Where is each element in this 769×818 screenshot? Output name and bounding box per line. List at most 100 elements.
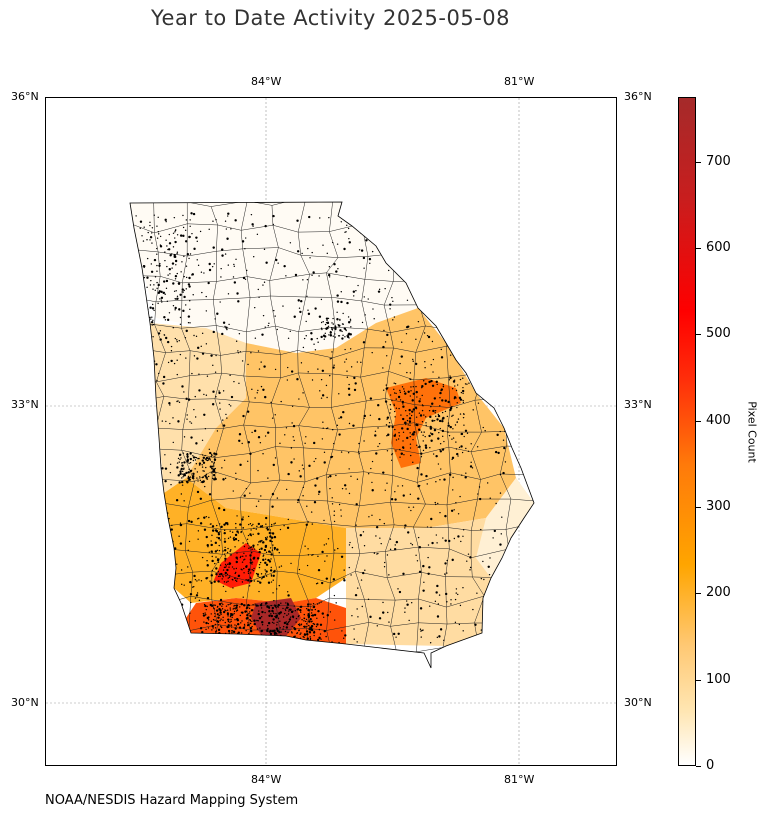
detection-point [224,546,226,549]
detection-point [185,276,188,279]
detection-point [402,572,405,576]
detection-point [382,601,384,604]
detection-point [303,613,306,616]
detection-point [213,452,216,455]
detection-point [171,253,173,255]
detection-point [310,511,313,513]
detection-point [143,226,145,228]
county-border [358,448,392,453]
detection-point [452,437,455,439]
detection-point [211,534,213,537]
detection-point [226,417,228,419]
detection-point [431,419,434,422]
detection-point [252,604,254,606]
detection-point [348,468,350,470]
detection-point [355,290,357,292]
detection-point [283,524,285,527]
detection-point [215,572,218,576]
detection-point [232,587,234,589]
map-panel[interactable] [45,97,617,766]
detection-point [441,448,445,451]
detection-point [409,424,411,426]
detection-point [150,263,153,265]
county-border [446,346,485,353]
detection-point [478,486,481,488]
county-border [130,526,154,532]
detection-point [222,419,224,421]
detection-point [311,620,313,622]
detection-point [258,550,261,554]
detection-point [244,278,247,280]
detection-point [387,611,389,614]
detection-point [489,401,493,405]
detection-point [194,578,197,581]
detection-point [265,551,268,554]
detection-point [428,434,431,438]
detection-point [465,447,467,450]
detection-point [227,624,230,627]
detection-point [131,307,134,309]
detection-point [278,566,281,568]
detection-point [294,635,296,637]
detection-point [210,543,213,547]
county-border [363,647,397,653]
detection-point [177,400,179,402]
county-border [130,404,135,430]
detection-point [334,549,336,551]
detection-point [217,624,220,626]
county-border [242,247,279,250]
detection-point [219,598,223,602]
detection-point [204,427,207,430]
detection-point [362,531,365,533]
detection-point [134,303,138,306]
detection-point [314,484,317,487]
detection-point [264,224,267,228]
county-border [391,448,422,455]
detection-point [207,459,210,461]
detection-point [408,420,412,423]
detection-point [181,583,183,586]
detection-point [406,603,409,606]
detection-point [418,546,422,549]
county-border [181,325,217,329]
detection-point [162,280,166,283]
detection-point [439,405,441,407]
county-border [211,497,241,501]
detection-point [409,395,412,397]
detection-point [226,609,229,611]
detection-point [236,530,239,533]
detection-point [185,304,187,306]
detection-point [150,318,152,320]
detection-point [275,612,277,615]
detection-point [440,348,442,351]
detection-point [176,359,178,361]
detection-point [146,276,149,279]
detection-point [263,248,266,251]
detection-point [320,327,323,329]
detection-point [150,321,154,324]
detection-point [312,622,314,625]
detection-point [426,334,429,337]
detection-point [406,299,409,301]
detection-point [255,528,258,530]
detection-point [152,319,154,322]
detection-point [183,468,185,470]
detection-point [420,452,423,455]
detection-point [486,482,489,484]
detection-point [484,343,487,345]
county-border [391,448,394,476]
detection-point [179,454,181,457]
detection-point [435,481,437,483]
detection-point [415,338,417,341]
detection-point [319,217,321,219]
county-border [275,325,299,333]
detection-point [312,553,314,556]
detection-point [288,620,290,623]
detection-point [128,554,129,555]
detection-point [227,547,229,550]
detection-point [153,309,155,312]
detection-point [219,625,222,627]
detection-point [369,262,371,265]
detection-point [260,573,263,575]
detection-point [459,398,463,401]
